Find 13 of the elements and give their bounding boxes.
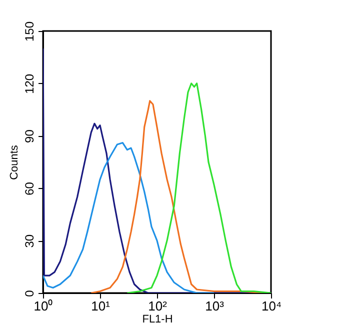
y-tick-label: 60 [22, 182, 36, 196]
y-tick-label: 120 [22, 74, 36, 94]
y-tick-label: 150 [22, 21, 36, 42]
y-tick-label: 30 [22, 234, 36, 248]
x-tick-label: 10⁰ [34, 298, 54, 314]
y-axis-title: Counts [8, 144, 20, 180]
y-tick-label: 0 [22, 290, 36, 297]
x-axis-title: FL1-H [142, 314, 173, 326]
x-tick-label: 10³ [205, 298, 225, 314]
x-tick-label: 10¹ [91, 298, 111, 314]
x-tick-label: 10⁴ [261, 298, 282, 314]
x-tick-label: 10² [148, 298, 168, 314]
y-tick-label: 90 [22, 129, 36, 143]
